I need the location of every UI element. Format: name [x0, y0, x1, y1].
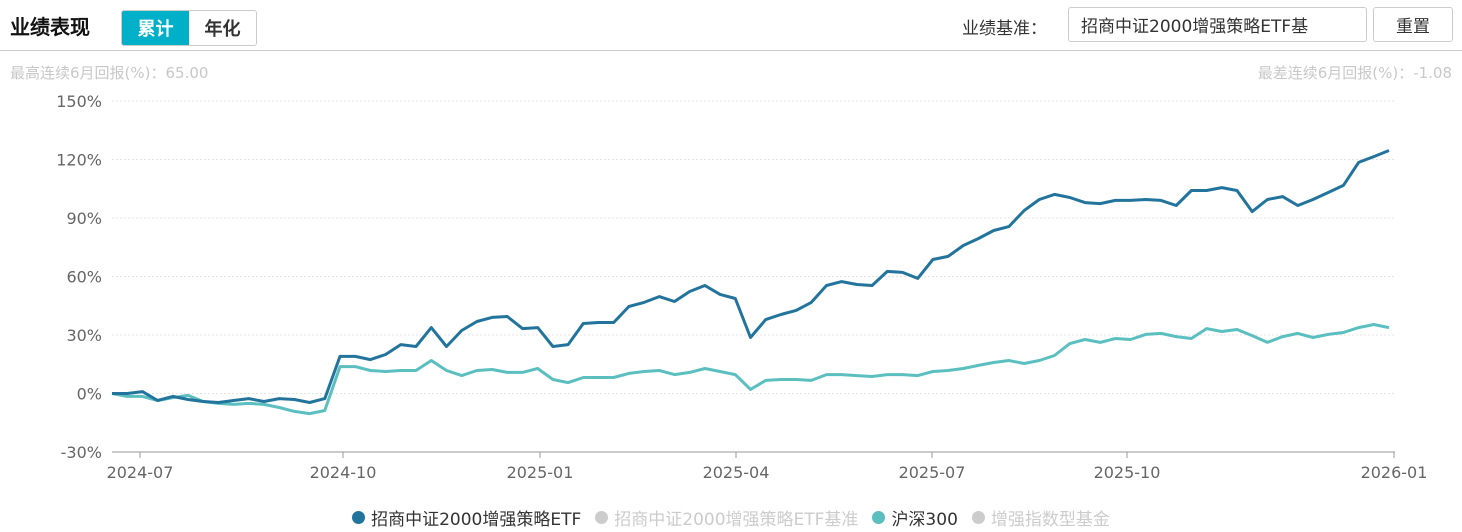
y-tick-label: 120% [56, 151, 102, 170]
y-tick-label: -30% [61, 443, 102, 462]
y-tick-label: 150% [56, 92, 102, 111]
divider [0, 50, 1462, 51]
legend-item-benchmark[interactable]: 招商中证2000增强策略ETF基准 [595, 505, 858, 530]
worst-6m-return: 最差连续6月回报(%)：-1.08 [1257, 64, 1452, 82]
legend-dot [352, 511, 366, 524]
y-tick-label: 60% [66, 268, 102, 287]
legend-dot [971, 511, 985, 524]
x-tick-label: 2024-07 [107, 463, 174, 482]
x-tick-label: 2025-10 [1094, 463, 1161, 482]
x-tick-label: 2025-04 [703, 463, 770, 482]
legend-dot [595, 511, 609, 524]
tab-annualized[interactable]: 年化 [204, 19, 241, 40]
legend-item-fund[interactable]: 招商中证2000增强策略ETF [352, 505, 581, 530]
legend-item-hs300[interactable]: 沪深300 [872, 505, 958, 530]
x-tick-label: 2025-07 [899, 463, 966, 482]
performance-chart: 150% 120% 90% 60% 30% 0% -30% 2024-07 2024-10 202… [56, 92, 1428, 482]
best-6m-return: 最高连续6月回报(%)：65.00 [10, 64, 209, 82]
reset-button[interactable]: 重置 [1373, 7, 1453, 42]
benchmark-label: 业绩基准： [962, 19, 1047, 39]
y-tick-label: 90% [66, 209, 102, 228]
x-tick-label: 2025-01 [507, 463, 574, 482]
series-line-0 [112, 149, 1390, 404]
y-tick-label: 0% [77, 385, 102, 404]
legend-item-enhanced-index[interactable]: 增强指数型基金 [971, 505, 1110, 530]
series-line-2 [111, 323, 1390, 416]
x-tick-label: 2024-10 [310, 463, 377, 482]
tab-cumulative[interactable]: 累计 [122, 11, 189, 45]
x-tick-label: 2026-01 [1361, 463, 1428, 482]
legend-dot [872, 511, 886, 524]
y-tick-label: 30% [66, 326, 102, 345]
mode-toggle: 累计 年化 [121, 10, 257, 46]
benchmark-select[interactable]: 招商中证2000增强策略ETF基 [1068, 7, 1367, 42]
section-title: 业绩表现 [10, 15, 90, 39]
legend: 招商中证2000增强策略ETF 招商中证2000增强策略ETF基准 沪深300 … [0, 505, 1462, 530]
